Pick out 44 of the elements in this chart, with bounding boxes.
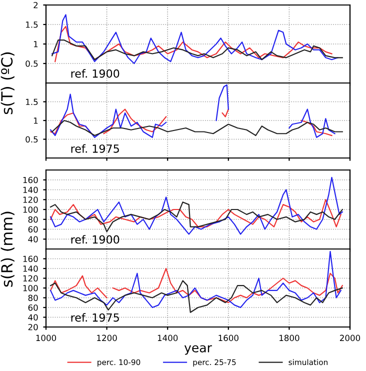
y-axis-title: s(R) (mm) [0,212,14,287]
annotation: ref. 1900 [71,235,120,244]
y-tick-label: 40 [28,314,38,321]
x-tick-label: 1400 [158,334,178,342]
y-tick-label: 100 [23,284,38,292]
x-tick-label: 1800 [280,334,300,342]
y-tick-label: 1.5 [26,98,38,106]
y-tick-label: 1 [34,41,38,48]
y-tick-label: 0.5 [26,60,38,67]
line-series [50,250,342,308]
line-series [52,14,338,64]
x-tick-label: 2000 [340,334,360,342]
y-tick-label: 120 [23,275,38,282]
y-tick-label: 2 [34,2,38,8]
annotation: ref. 1975 [71,144,119,153]
y-tick-label: 80 [28,294,38,302]
line-series [54,26,332,62]
y-tick-label: 0.5 [26,136,38,143]
y-tick-label: 160 [23,176,38,184]
y-tick-label: 20 [28,324,38,330]
y-tick-label: 1 [34,118,38,124]
y-tick-label: 60 [28,304,38,311]
x-tick-label: 1200 [97,334,117,342]
y-tick-label: 120 [23,196,38,203]
y-tick-label: 140 [23,186,38,194]
line-series [50,202,343,232]
x-tick-label: 1000 [36,334,56,342]
annotation: ref. 1900 [71,69,120,78]
y-tick-label: 160 [23,256,38,262]
y-tick-label: 100 [23,206,38,213]
line-series [50,176,343,235]
y-tick-label: 60 [28,226,38,233]
line-series [50,199,342,228]
line-series [50,280,343,313]
x-tick-label: 1600 [218,334,238,342]
annotation: ref. 1975 [71,313,119,322]
y-tick-label: 80 [28,216,38,223]
x-axis-title: year [184,345,212,355]
y-tick-label: 40 [28,236,38,242]
y-tick-label: 140 [23,265,38,272]
line-series [52,120,343,136]
line-series [52,40,343,60]
y-axis-title: s(T) (ºC) [0,52,14,114]
y-tick-label: 1.5 [26,22,38,28]
